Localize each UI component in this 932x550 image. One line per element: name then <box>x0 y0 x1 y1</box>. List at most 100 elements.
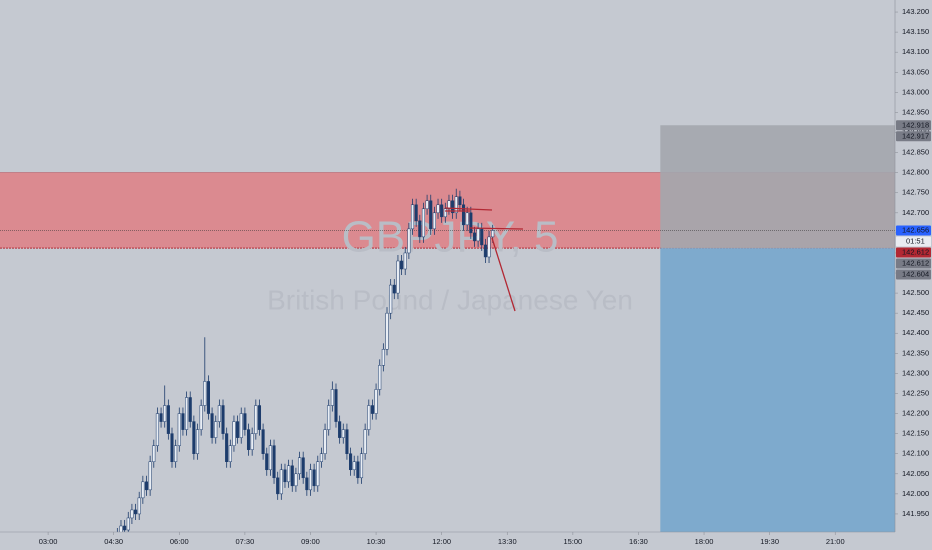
candle-body <box>440 204 444 218</box>
candle-body <box>144 481 149 491</box>
y-tick-label: 143.100 <box>902 47 929 56</box>
price-tag <box>896 120 931 131</box>
candle-body <box>359 453 364 479</box>
y-tick-label: 142.250 <box>902 388 929 397</box>
y-tick-label: 143.200 <box>902 7 929 16</box>
candle-body <box>349 453 353 471</box>
candle-body <box>195 429 200 454</box>
x-tick-label: 21:00 <box>826 537 845 546</box>
candle-body <box>356 461 360 479</box>
y-tick-label: 142.400 <box>902 328 929 337</box>
candle-body <box>451 200 455 214</box>
candle-body <box>352 461 356 471</box>
price-tag-label: 142.917 <box>902 131 929 140</box>
candle-body <box>301 457 305 479</box>
candle-body <box>414 204 418 222</box>
candle-body <box>265 453 269 471</box>
candle-body <box>425 200 429 210</box>
price-tag-label: 142.612 <box>902 258 929 267</box>
candle-body <box>272 445 276 479</box>
candle-body <box>254 405 258 434</box>
candle-body <box>155 413 159 446</box>
price-tag-label: 142.612 <box>902 247 929 256</box>
candle-body <box>443 208 447 218</box>
candle-body <box>166 405 170 434</box>
candle-body <box>454 196 458 214</box>
y-tick-label: 143.150 <box>902 27 929 36</box>
y-tick-label: 142.450 <box>902 308 929 317</box>
y-tick-label: 142.200 <box>902 409 929 418</box>
x-tick-label: 19:30 <box>760 537 779 546</box>
y-tick-label: 142.950 <box>902 107 929 116</box>
candle-body <box>290 465 294 487</box>
candle-body <box>210 413 214 438</box>
candle-body <box>407 228 411 254</box>
candle-body <box>491 230 495 238</box>
x-tick-label: 09:00 <box>301 537 320 546</box>
candle-body <box>421 208 425 238</box>
x-tick-label: 16:30 <box>629 537 648 546</box>
candle-body <box>374 389 378 414</box>
candle-body <box>476 228 480 242</box>
candle-body <box>225 433 229 462</box>
candle-body <box>257 405 262 430</box>
candle-body <box>170 433 174 462</box>
candle-body <box>159 413 163 422</box>
x-tick-label: 12:00 <box>432 537 451 546</box>
candle-body <box>250 433 254 450</box>
plot <box>0 188 895 532</box>
candle-body <box>123 525 127 531</box>
candle-body <box>243 413 247 430</box>
price-tag-label: 142.604 <box>902 269 929 278</box>
candle-body <box>174 445 178 462</box>
y-tick-label: 142.850 <box>902 148 929 157</box>
candle-body <box>400 260 404 270</box>
axes: 141.950 142.000 142.050 142.100 142.150 142.2… <box>39 7 931 546</box>
drawn-line <box>469 227 524 230</box>
price-tag <box>896 269 931 280</box>
candle-body <box>276 477 280 495</box>
candle-body <box>279 469 283 495</box>
candle-body <box>185 397 189 430</box>
candle-body <box>458 196 462 206</box>
candle-body <box>345 429 349 454</box>
x-tick-label: 13:30 <box>498 537 517 546</box>
y-tick-label: 142.100 <box>902 449 929 458</box>
candle-body <box>217 405 221 422</box>
candle-body <box>206 381 210 414</box>
y-tick-label: 142.050 <box>902 469 929 478</box>
candle-body <box>341 429 345 438</box>
y-tick-label: 142.700 <box>902 208 929 217</box>
candle-body <box>137 497 141 515</box>
candle-body <box>214 421 218 438</box>
y-tick-label: 142.300 <box>902 368 929 377</box>
candle-body <box>181 413 185 430</box>
candle-body <box>465 212 469 226</box>
candle-body <box>287 465 291 483</box>
candle-body <box>130 509 134 519</box>
price-tag-label: 142.918 <box>902 120 929 129</box>
candle-body <box>381 349 385 366</box>
candle-body <box>389 284 393 314</box>
candle-body <box>283 469 287 483</box>
candle-body <box>177 413 181 446</box>
candle-body <box>228 445 232 462</box>
candle-body <box>308 469 313 491</box>
candle-body <box>436 204 440 214</box>
candle-body <box>469 212 473 234</box>
candle-body <box>363 429 367 454</box>
y-tick-label: 143.050 <box>902 67 929 76</box>
candle-body <box>294 473 298 487</box>
candle-body <box>119 525 123 532</box>
x-tick-label: 06:00 <box>170 537 189 546</box>
candle-body <box>305 477 309 491</box>
candle-body <box>392 284 396 294</box>
candle-body <box>410 204 415 230</box>
candle-body <box>432 212 436 230</box>
candle-body <box>141 481 145 499</box>
price-tag <box>896 247 931 258</box>
candle-body <box>312 469 316 487</box>
candle-body <box>487 236 491 258</box>
candle-body <box>246 429 251 450</box>
